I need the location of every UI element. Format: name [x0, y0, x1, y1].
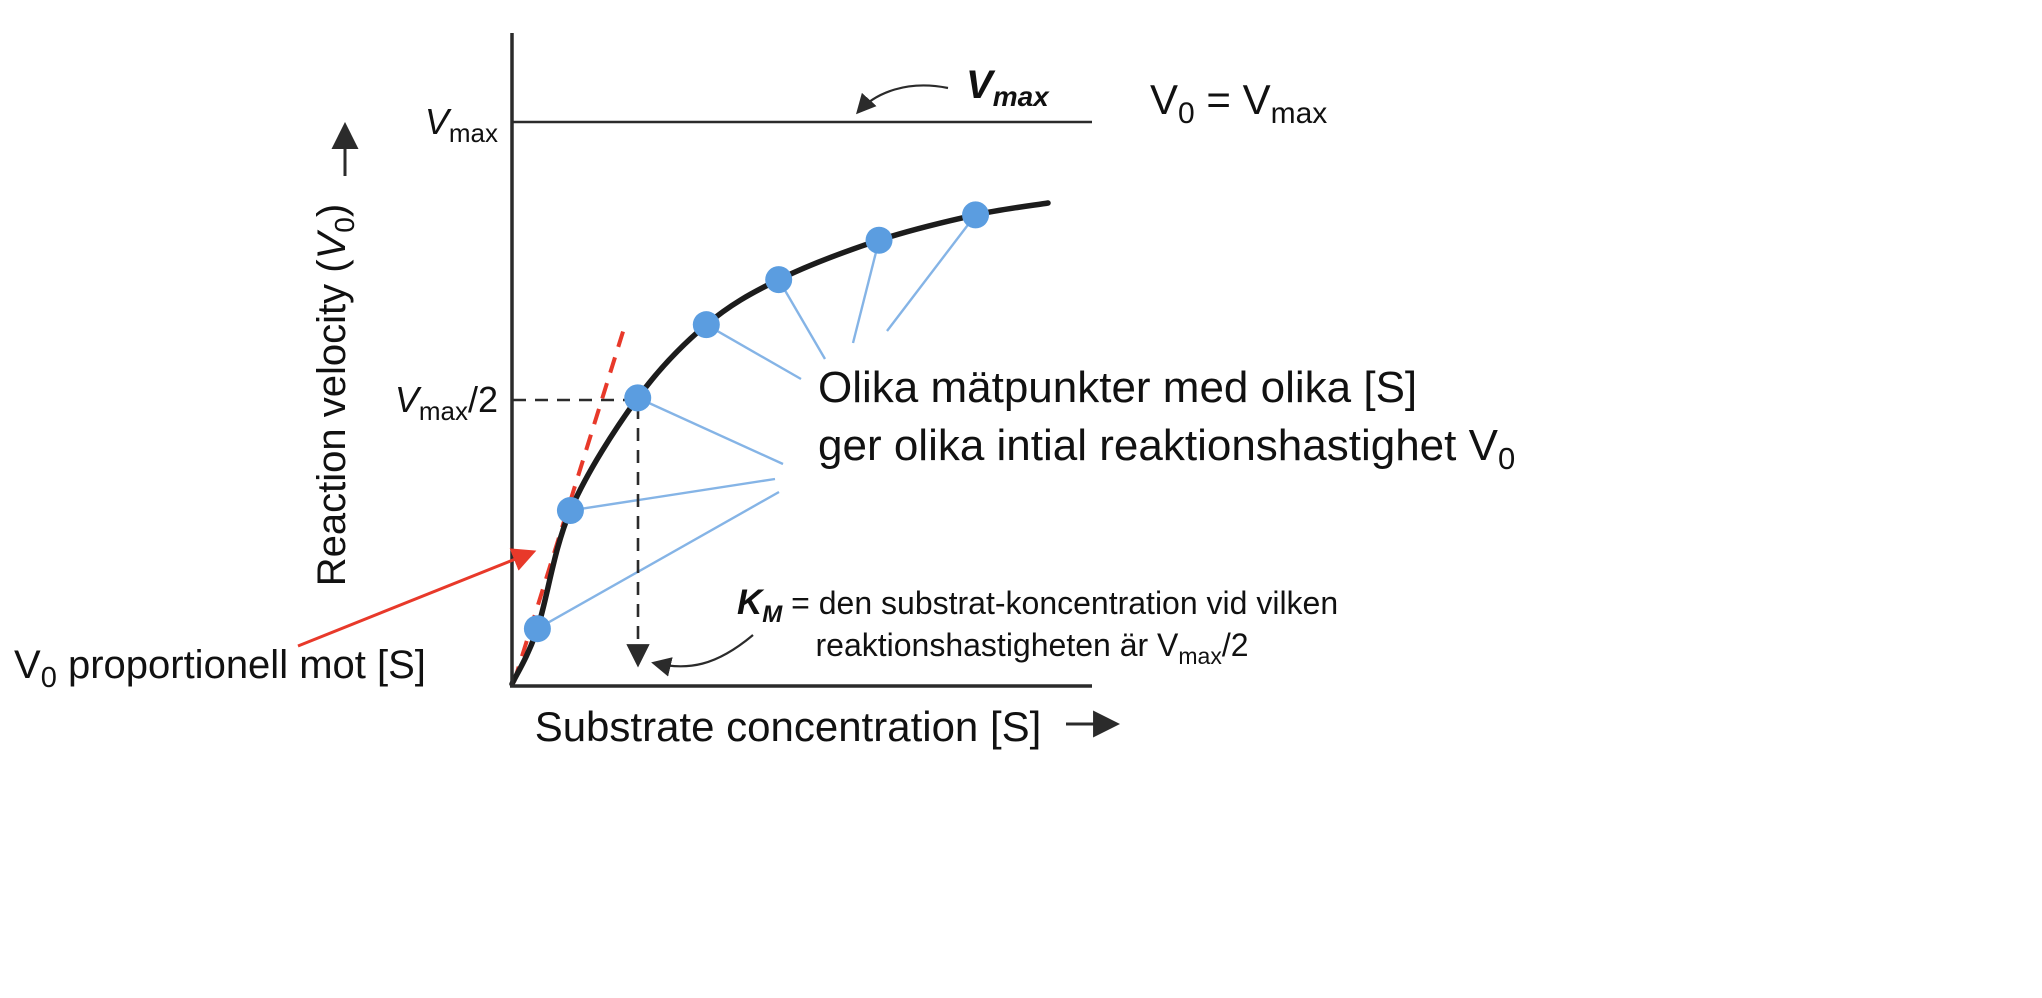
data-point — [962, 201, 990, 229]
x-axis-label: Substrate concentration [S] — [535, 703, 1042, 750]
connector-line — [851, 239, 881, 344]
connector-line — [536, 490, 780, 630]
data-point — [765, 266, 793, 294]
km-definition-line1: KM = den substrat-koncentration vid vilk… — [737, 583, 1338, 628]
measurement-annotation-line1: Olika mätpunkter med olika [S] — [818, 363, 1417, 412]
connector-line — [777, 279, 827, 360]
y-axis-label: Reaction velocity (V0) — [310, 204, 360, 586]
km-pointer-arrow — [651, 634, 754, 677]
connector-line — [886, 214, 977, 332]
vmax-callout-label: Vmax — [966, 63, 1050, 112]
measurement-annotation-line2: ger olika intial reaktionshastighet V0 — [818, 421, 1515, 476]
data-point — [624, 384, 652, 412]
data-points — [523, 201, 990, 643]
data-point — [692, 311, 720, 339]
connector-line — [570, 477, 776, 512]
data-point — [556, 496, 584, 524]
vmax-half-tick-label: Vmax/2 — [395, 379, 498, 426]
v0-proportional-label: V0 proportionell mot [S] — [14, 643, 426, 694]
connector-lines — [536, 214, 977, 630]
connector-line — [637, 396, 784, 466]
connector-line — [705, 323, 802, 381]
vmax-tick-label: Vmax — [425, 101, 498, 148]
km-definition-line2: reaktionshastigheten är Vmax/2 — [815, 627, 1248, 669]
data-point — [523, 615, 551, 643]
v0-proportional-arrow — [297, 548, 537, 648]
data-point — [865, 226, 893, 254]
vmax-pointer-arrow — [856, 84, 949, 115]
v0-equals-vmax-label: V0 = Vmax — [1150, 76, 1327, 130]
